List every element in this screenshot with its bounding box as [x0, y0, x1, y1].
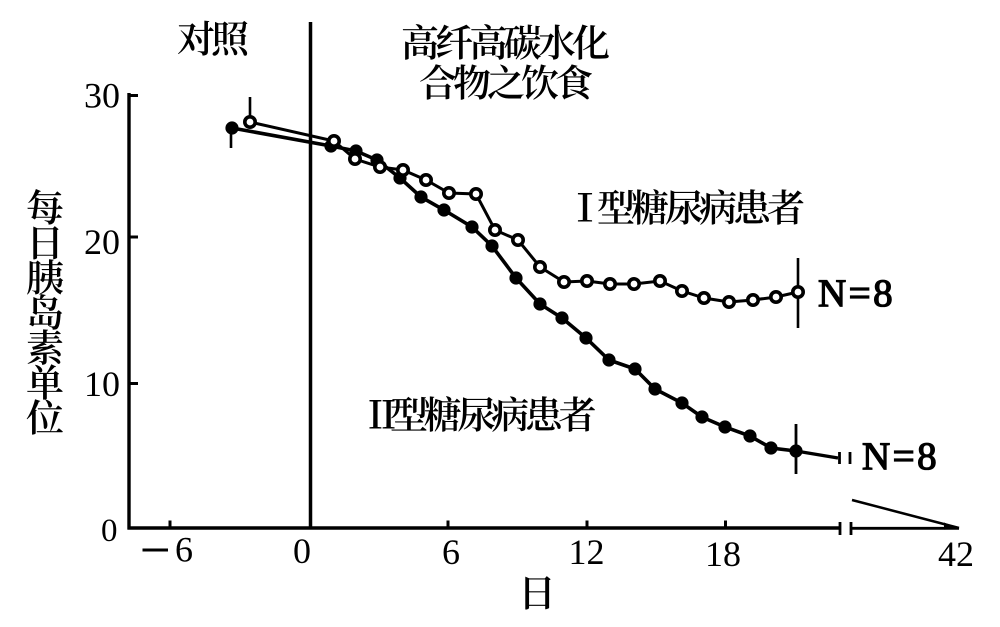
svg-text:10: 10 [84, 364, 120, 404]
svg-text:30: 30 [84, 76, 120, 116]
svg-text:6: 6 [442, 532, 460, 572]
svg-text:20: 20 [84, 222, 120, 262]
svg-text:6: 6 [175, 530, 193, 570]
svg-text:12: 12 [569, 532, 605, 572]
svg-text:N=8: N=8 [862, 435, 939, 478]
svg-text:42: 42 [938, 534, 974, 574]
svg-text:N=8: N=8 [818, 272, 895, 315]
svg-text:18: 18 [705, 534, 741, 574]
svg-text:0: 0 [101, 513, 118, 549]
svg-text:0: 0 [293, 531, 311, 571]
